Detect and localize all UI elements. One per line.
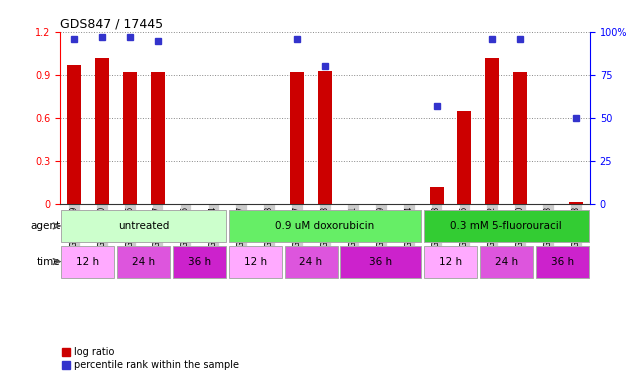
Text: time: time: [37, 256, 60, 267]
Bar: [569, 201, 583, 204]
Text: 12 h: 12 h: [439, 256, 462, 267]
Text: 0.9 uM doxorubicin: 0.9 uM doxorubicin: [275, 221, 375, 231]
Text: 12 h: 12 h: [244, 256, 267, 267]
Bar: [228, 210, 422, 242]
Bar: [480, 246, 533, 278]
Bar: [61, 246, 114, 278]
Text: agent: agent: [30, 221, 60, 231]
Bar: [61, 210, 226, 242]
Text: 12 h: 12 h: [76, 256, 100, 267]
Text: GDS847 / 17445: GDS847 / 17445: [60, 18, 163, 31]
Bar: [122, 72, 137, 204]
Bar: [151, 72, 165, 204]
Bar: [285, 246, 338, 278]
Bar: [457, 111, 471, 204]
Legend: log ratio, percentile rank within the sample: log ratio, percentile rank within the sa…: [62, 347, 239, 370]
Text: 24 h: 24 h: [300, 256, 322, 267]
Bar: [485, 58, 499, 204]
Bar: [424, 210, 589, 242]
Bar: [318, 70, 332, 204]
Text: 24 h: 24 h: [132, 256, 155, 267]
Text: 24 h: 24 h: [495, 256, 518, 267]
Text: 36 h: 36 h: [369, 256, 392, 267]
Bar: [67, 65, 81, 204]
Bar: [95, 58, 109, 204]
Bar: [424, 246, 477, 278]
Bar: [536, 246, 589, 278]
Bar: [117, 246, 170, 278]
Bar: [340, 246, 422, 278]
Bar: [290, 72, 304, 204]
Bar: [228, 246, 281, 278]
Text: 0.3 mM 5-fluorouracil: 0.3 mM 5-fluorouracil: [451, 221, 562, 231]
Bar: [430, 187, 444, 204]
Text: 36 h: 36 h: [550, 256, 574, 267]
Text: untreated: untreated: [118, 221, 169, 231]
Bar: [513, 72, 528, 204]
Bar: [173, 246, 226, 278]
Text: 36 h: 36 h: [188, 256, 211, 267]
